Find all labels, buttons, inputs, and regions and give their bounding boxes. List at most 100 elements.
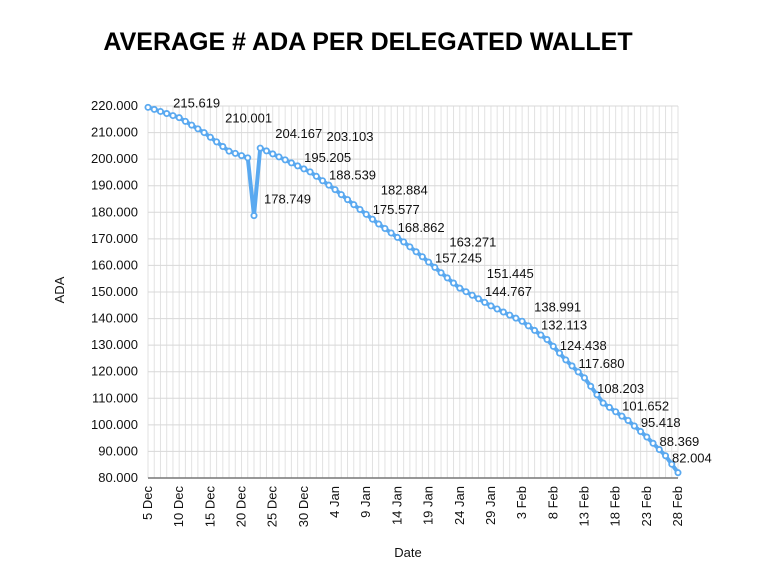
data-point — [443, 274, 451, 282]
data-label: 132.113 — [541, 318, 587, 333]
x-axis-label: Date — [394, 545, 421, 560]
data-point — [144, 103, 152, 111]
data-label: 88.369 — [660, 434, 700, 449]
data-point — [387, 229, 395, 237]
data-label: 188.539 — [329, 168, 376, 183]
data-point — [362, 210, 370, 218]
y-tick-label: 80.000 — [98, 470, 138, 485]
x-tick-label: 14 Jan — [389, 486, 404, 525]
data-point — [275, 153, 283, 161]
data-point — [156, 107, 164, 115]
data-label: 144.767 — [485, 284, 532, 299]
data-point — [163, 110, 171, 118]
data-point — [200, 129, 208, 137]
data-point — [674, 469, 682, 477]
data-label: 182.884 — [381, 183, 428, 198]
data-point — [618, 412, 626, 420]
data-point — [312, 172, 320, 180]
data-point — [562, 356, 570, 364]
y-tick-label: 90.000 — [98, 443, 138, 458]
y-tick-label: 100.000 — [91, 417, 138, 432]
data-point — [406, 243, 414, 251]
data-point — [250, 212, 258, 220]
y-axis-label: ADA — [52, 276, 67, 303]
data-point — [450, 279, 458, 287]
y-tick-label: 180.000 — [91, 204, 138, 219]
series-line-path — [147, 105, 680, 474]
x-tick-label: 10 Dec — [171, 486, 186, 528]
data-point — [487, 302, 495, 310]
data-point — [350, 201, 358, 209]
gridlines — [147, 105, 679, 479]
data-label: 157.245 — [435, 251, 482, 266]
data-point — [605, 403, 613, 411]
data-point — [531, 326, 539, 334]
data-point — [300, 165, 308, 173]
data-label: 195.205 — [304, 150, 351, 165]
data-point — [194, 125, 202, 133]
y-tick-label: 210.000 — [91, 125, 138, 140]
data-point — [231, 149, 239, 157]
data-point — [331, 186, 339, 194]
data-label: 203.103 — [326, 129, 373, 144]
data-point — [524, 322, 532, 330]
data-point — [556, 349, 564, 357]
data-label: 138.991 — [534, 299, 581, 314]
y-tick-label: 130.000 — [91, 337, 138, 352]
data-label: 124.438 — [560, 338, 607, 353]
data-point — [668, 460, 676, 468]
y-axis-ticks: 80.000 90.000 100.000 110.000 120.000 130.000… — [91, 98, 138, 485]
data-point — [474, 295, 482, 303]
data-point — [493, 305, 501, 313]
data-point — [381, 224, 389, 232]
data-point — [375, 220, 383, 228]
data-point — [269, 150, 277, 158]
x-tick-label: 15 Dec — [202, 486, 217, 528]
x-tick-label: 23 Feb — [639, 486, 654, 526]
x-axis-ticks: 5 Dec 10 Dec 15 Dec 20 Dec 25 Dec 30 Dec 4 Jan… — [140, 486, 685, 528]
x-tick-label: 8 Feb — [545, 486, 560, 519]
data-point — [169, 112, 177, 120]
data-point — [499, 308, 507, 316]
data-point — [319, 177, 327, 185]
x-tick-label: 5 Dec — [140, 486, 155, 520]
data-label: 117.680 — [578, 356, 624, 371]
data-label: 95.418 — [641, 415, 681, 430]
data-point — [418, 253, 426, 261]
data-point — [287, 159, 295, 167]
data-point — [543, 336, 551, 344]
data-point — [368, 215, 376, 223]
y-tick-label: 220.000 — [91, 98, 138, 113]
x-tick-label: 3 Feb — [514, 486, 529, 519]
y-tick-label: 190.000 — [91, 178, 138, 193]
x-tick-label: 20 Dec — [234, 486, 249, 528]
data-point — [593, 391, 601, 399]
chart-title: AVERAGE # ADA PER DELEGATED WALLET — [103, 28, 632, 56]
data-label: 215.619 — [173, 96, 220, 111]
y-tick-label: 170.000 — [91, 231, 138, 246]
data-point — [462, 288, 470, 296]
data-label: 175.577 — [373, 202, 420, 217]
data-label: 210.001 — [225, 111, 272, 126]
data-point — [225, 147, 233, 155]
data-point — [400, 238, 408, 246]
x-tick-label: 30 Dec — [296, 486, 311, 528]
data-point — [624, 416, 632, 424]
y-tick-label: 120.000 — [91, 364, 138, 379]
data-point — [219, 143, 227, 151]
data-label: 101.652 — [622, 398, 669, 413]
data-point — [568, 362, 576, 370]
x-tick-label: 25 Dec — [265, 486, 280, 528]
series-line — [144, 103, 682, 477]
data-point — [412, 248, 420, 256]
data-point — [238, 152, 246, 160]
data-point — [655, 446, 663, 454]
data-point — [612, 408, 620, 416]
data-point — [549, 342, 557, 350]
y-tick-label: 160.000 — [91, 257, 138, 272]
data-point — [512, 314, 520, 322]
data-point — [662, 452, 670, 460]
data-point — [213, 138, 221, 146]
data-point — [281, 156, 289, 164]
